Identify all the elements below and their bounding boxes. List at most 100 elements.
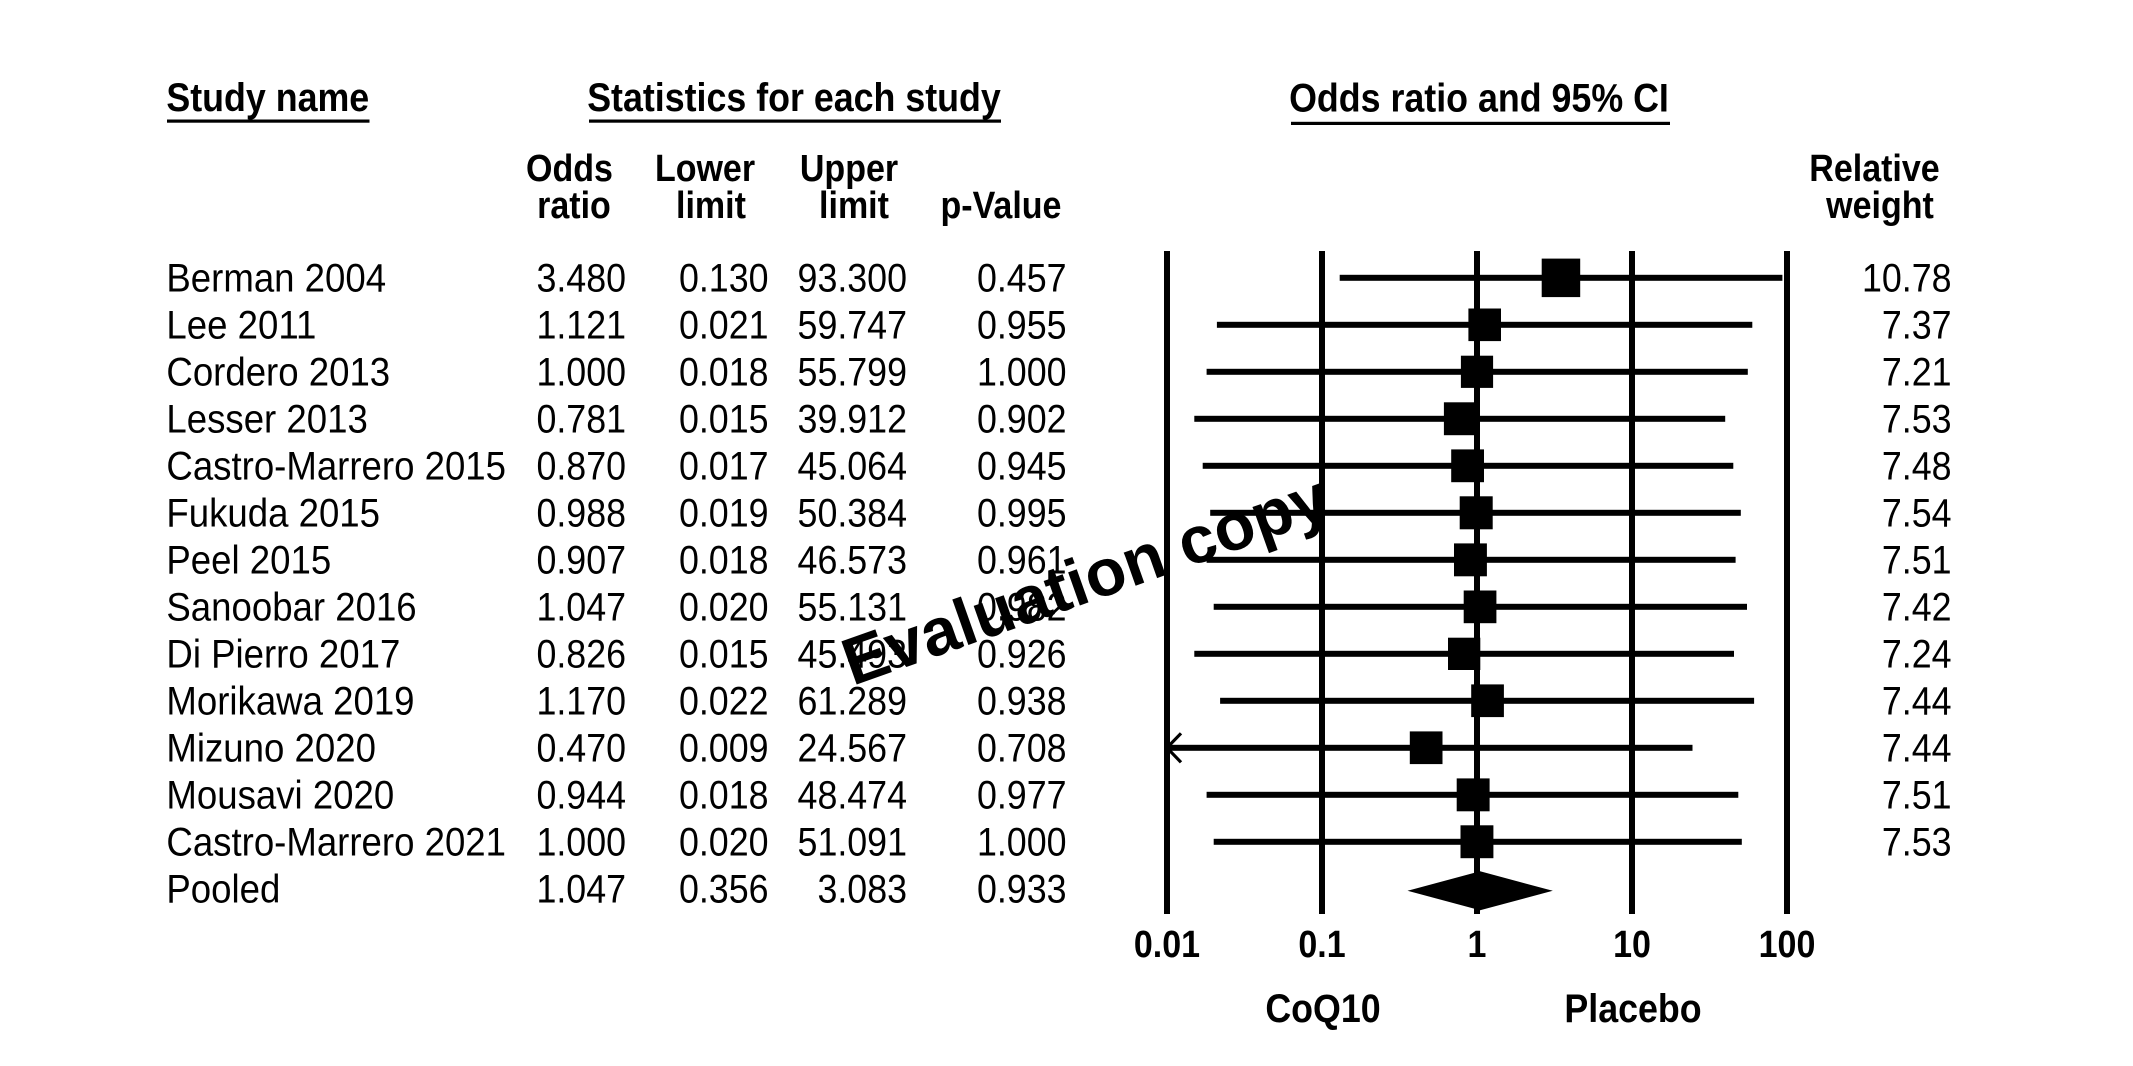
svg-text:0.708: 0.708	[977, 727, 1067, 771]
svg-text:48.474: 48.474	[798, 774, 907, 818]
svg-text:Statistics for each study: Statistics for each study	[587, 76, 1001, 120]
svg-text:0.020: 0.020	[679, 821, 769, 865]
svg-text:100: 100	[1759, 922, 1816, 965]
svg-text:Lee 2011: Lee 2011	[166, 303, 316, 348]
svg-text:0.945: 0.945	[977, 445, 1067, 489]
svg-text:Relative: Relative	[1809, 146, 1939, 189]
svg-text:limit: limit	[676, 183, 746, 226]
svg-text:39.912: 39.912	[798, 398, 907, 442]
svg-text:0.870: 0.870	[536, 445, 626, 489]
svg-text:1.000: 1.000	[977, 351, 1067, 395]
svg-text:55.131: 55.131	[798, 586, 907, 630]
svg-text:0.781: 0.781	[536, 398, 626, 442]
svg-text:Cordero 2013: Cordero 2013	[166, 350, 390, 395]
svg-text:Sanoobar 2016: Sanoobar 2016	[166, 585, 416, 630]
svg-text:45.493: 45.493	[798, 633, 907, 677]
svg-text:Placebo: Placebo	[1564, 987, 1701, 1031]
svg-text:1.047: 1.047	[536, 586, 626, 630]
svg-text:Castro-Marrero 2021: Castro-Marrero 2021	[166, 820, 506, 865]
svg-text:7.51: 7.51	[1882, 539, 1952, 583]
svg-text:0.933: 0.933	[977, 868, 1067, 912]
svg-text:7.21: 7.21	[1882, 351, 1952, 395]
svg-text:0.982: 0.982	[977, 586, 1067, 630]
svg-text:Fukuda 2015: Fukuda 2015	[166, 491, 380, 536]
svg-text:0.01: 0.01	[1134, 922, 1200, 965]
svg-text:0.907: 0.907	[536, 539, 626, 583]
svg-text:10: 10	[1613, 922, 1651, 965]
svg-text:0.457: 0.457	[977, 257, 1067, 301]
svg-text:limit: limit	[819, 183, 889, 226]
svg-text:1.000: 1.000	[536, 821, 626, 865]
svg-text:Castro-Marrero 2015: Castro-Marrero 2015	[166, 444, 506, 489]
svg-text:0.356: 0.356	[679, 868, 769, 912]
svg-text:7.37: 7.37	[1882, 304, 1952, 348]
svg-text:51.091: 51.091	[798, 821, 907, 865]
svg-text:0.988: 0.988	[536, 492, 626, 536]
svg-text:Mousavi 2020: Mousavi 2020	[166, 773, 394, 818]
svg-text:1: 1	[1468, 922, 1487, 965]
svg-text:59.747: 59.747	[798, 304, 907, 348]
svg-text:0.017: 0.017	[679, 445, 769, 489]
svg-text:7.42: 7.42	[1882, 586, 1952, 630]
svg-text:10.78: 10.78	[1862, 257, 1952, 301]
svg-text:0.009: 0.009	[679, 727, 769, 771]
svg-text:0.955: 0.955	[977, 304, 1067, 348]
svg-text:Lesser 2013: Lesser 2013	[166, 397, 367, 442]
svg-text:Di Pierro 2017: Di Pierro 2017	[166, 632, 400, 677]
svg-text:7.54: 7.54	[1882, 492, 1952, 536]
svg-text:0.019: 0.019	[679, 492, 769, 536]
svg-text:61.289: 61.289	[798, 680, 907, 724]
svg-text:1.121: 1.121	[536, 304, 626, 348]
svg-text:0.1: 0.1	[1298, 922, 1345, 965]
svg-text:7.48: 7.48	[1882, 445, 1952, 489]
svg-text:Lower: Lower	[655, 146, 755, 189]
svg-text:7.51: 7.51	[1882, 774, 1952, 818]
svg-text:0.826: 0.826	[536, 633, 626, 677]
svg-text:3.480: 3.480	[536, 257, 626, 301]
svg-text:0.018: 0.018	[679, 351, 769, 395]
svg-text:55.799: 55.799	[798, 351, 907, 395]
svg-text:0.020: 0.020	[679, 586, 769, 630]
svg-text:0.015: 0.015	[679, 398, 769, 442]
svg-text:Odds ratio and 95% CI: Odds ratio and 95% CI	[1289, 77, 1669, 121]
svg-text:1.047: 1.047	[536, 868, 626, 912]
svg-text:ratio: ratio	[537, 183, 611, 226]
svg-text:0.961: 0.961	[977, 539, 1067, 583]
svg-text:7.24: 7.24	[1882, 633, 1952, 677]
svg-text:0.018: 0.018	[679, 774, 769, 818]
svg-text:0.944: 0.944	[536, 774, 626, 818]
svg-text:0.021: 0.021	[679, 304, 769, 348]
svg-text:0.995: 0.995	[977, 492, 1067, 536]
svg-text:weight: weight	[1825, 183, 1934, 226]
svg-text:0.926: 0.926	[977, 633, 1067, 677]
svg-text:0.018: 0.018	[679, 539, 769, 583]
svg-text:Berman 2004: Berman 2004	[166, 256, 386, 301]
svg-text:0.938: 0.938	[977, 680, 1067, 724]
svg-text:Study name: Study name	[166, 76, 369, 120]
svg-text:1.170: 1.170	[536, 680, 626, 724]
svg-text:1.000: 1.000	[536, 351, 626, 395]
svg-text:0.130: 0.130	[679, 257, 769, 301]
svg-text:7.53: 7.53	[1882, 398, 1952, 442]
svg-text:0.902: 0.902	[977, 398, 1067, 442]
svg-text:Pooled: Pooled	[166, 867, 280, 912]
svg-text:1.000: 1.000	[977, 821, 1067, 865]
svg-text:p-Value: p-Value	[941, 183, 1062, 226]
svg-text:0.977: 0.977	[977, 774, 1067, 818]
svg-text:45.064: 45.064	[798, 445, 907, 489]
svg-text:7.44: 7.44	[1882, 727, 1952, 771]
svg-text:Odds: Odds	[526, 146, 613, 189]
svg-text:Peel 2015: Peel 2015	[166, 538, 331, 583]
svg-text:CoQ10: CoQ10	[1265, 987, 1380, 1031]
svg-text:Morikawa 2019: Morikawa 2019	[166, 679, 414, 724]
svg-text:0.022: 0.022	[679, 680, 769, 724]
svg-text:46.573: 46.573	[798, 539, 907, 583]
svg-text:7.44: 7.44	[1882, 680, 1952, 724]
svg-text:7.53: 7.53	[1882, 821, 1952, 865]
svg-text:24.567: 24.567	[798, 727, 907, 771]
svg-text:3.083: 3.083	[817, 868, 907, 912]
svg-text:50.384: 50.384	[798, 492, 907, 536]
svg-text:93.300: 93.300	[798, 257, 907, 301]
svg-text:Upper: Upper	[800, 146, 898, 189]
svg-text:0.470: 0.470	[536, 727, 626, 771]
